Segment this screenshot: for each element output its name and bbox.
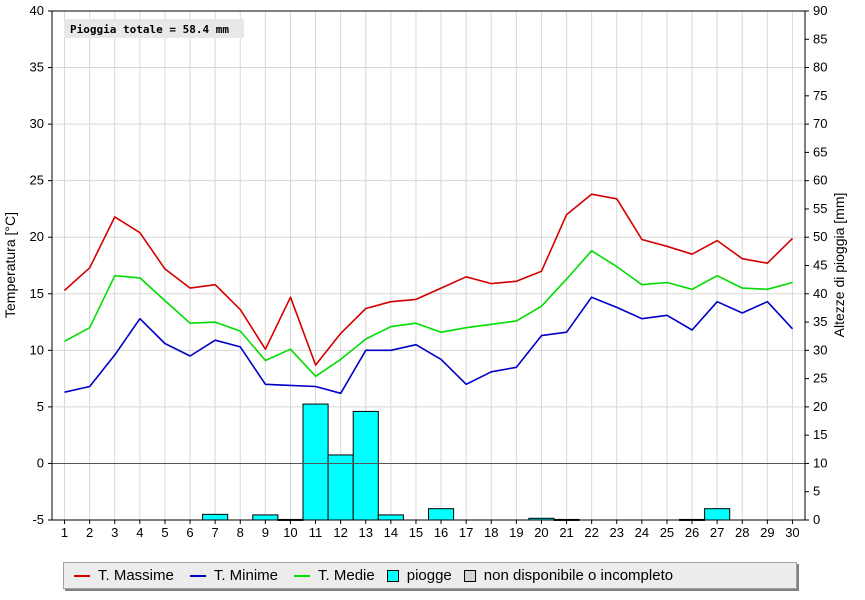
rain-bars bbox=[202, 403, 731, 521]
right-tick-label: 35 bbox=[813, 314, 827, 329]
left-tick-label: 30 bbox=[30, 116, 44, 131]
x-tick-label: 14 bbox=[384, 525, 398, 540]
left-tick-label: 25 bbox=[30, 173, 44, 188]
x-tick-label: 26 bbox=[685, 525, 699, 540]
x-tick-label: 29 bbox=[760, 525, 774, 540]
left-axis-ticks: -5 0 5 10 15 20 25 30 35 40 bbox=[30, 3, 52, 527]
legend-swatch-min bbox=[189, 574, 206, 577]
right-tick-label: 20 bbox=[813, 399, 827, 414]
x-tick-label: 27 bbox=[710, 525, 724, 540]
legend-item-min: T. Minime bbox=[174, 567, 278, 584]
x-tick-label: 9 bbox=[262, 525, 269, 540]
right-tick-label: 70 bbox=[813, 116, 827, 131]
x-tick-label: 2 bbox=[86, 525, 93, 540]
right-tick-label: 80 bbox=[813, 60, 827, 75]
left-tick-label: 40 bbox=[30, 3, 44, 18]
left-tick-label: 20 bbox=[30, 229, 44, 244]
x-tick-label: 10 bbox=[283, 525, 297, 540]
legend-item-max: T. Massime bbox=[64, 567, 174, 584]
series-line bbox=[64, 296, 794, 395]
right-tick-label: 5 bbox=[813, 484, 820, 499]
legend: T. Massime T. Minime T. Medie piogge non… bbox=[63, 562, 797, 589]
right-axis-title: Altezze di pioggia [mm] bbox=[831, 193, 847, 338]
left-tick-label: 10 bbox=[30, 342, 44, 357]
x-tick-label: 18 bbox=[484, 525, 498, 540]
legend-item-missing: non disponibile o incompleto bbox=[452, 567, 673, 584]
left-tick-label: -5 bbox=[32, 512, 44, 527]
x-tick-label: 30 bbox=[785, 525, 799, 540]
left-tick-label: 35 bbox=[30, 60, 44, 75]
x-tick-label: 4 bbox=[136, 525, 143, 540]
x-tick-label: 24 bbox=[635, 525, 649, 540]
x-tick-label: 16 bbox=[434, 525, 448, 540]
legend-label-max: T. Massime bbox=[98, 567, 174, 584]
x-tick-label: 22 bbox=[584, 525, 598, 540]
right-axis-ticks: 0 5 10 15 20 25 30 35 40 45 50 55 60 65 70 75 80 85 90 bbox=[805, 3, 827, 527]
legend-swatch-rain bbox=[386, 569, 399, 582]
x-tick-label: 6 bbox=[186, 525, 193, 540]
rain-bar bbox=[252, 514, 279, 521]
x-tick-label: 15 bbox=[409, 525, 423, 540]
x-tick-label: 7 bbox=[212, 525, 219, 540]
legend-label-rain: piogge bbox=[406, 567, 452, 584]
x-tick-label: 23 bbox=[610, 525, 624, 540]
x-tick-label: 11 bbox=[309, 525, 323, 540]
left-tick-label: 15 bbox=[30, 286, 44, 301]
temperature-lines bbox=[63, 193, 794, 395]
legend-swatch-missing bbox=[463, 569, 476, 582]
grid-lines bbox=[52, 10, 805, 521]
rain-bar bbox=[428, 508, 455, 521]
right-tick-label: 40 bbox=[813, 286, 827, 301]
right-tick-label: 60 bbox=[813, 173, 827, 188]
series-line bbox=[63, 193, 794, 366]
right-tick-label: 65 bbox=[813, 144, 827, 159]
right-tick-label: 30 bbox=[813, 342, 827, 357]
series-line bbox=[64, 250, 793, 378]
right-tick-label: 85 bbox=[813, 31, 827, 46]
rain-bar bbox=[352, 410, 379, 521]
right-tick-label: 50 bbox=[813, 229, 827, 244]
x-tick-label: 17 bbox=[459, 525, 473, 540]
x-tick-label: 5 bbox=[161, 525, 168, 540]
right-tick-label: 10 bbox=[813, 455, 827, 470]
legend-label-min: T. Minime bbox=[213, 567, 279, 584]
left-axis-title: Temperatura [°C] bbox=[2, 212, 18, 318]
x-tick-label: 28 bbox=[735, 525, 749, 540]
legend-item-rain: piogge bbox=[375, 567, 452, 584]
legend-swatch-mean bbox=[294, 574, 311, 577]
rain-total-label: Pioggia totale = 58.4 mm bbox=[70, 23, 229, 36]
legend-label-mean: T. Medie bbox=[318, 567, 375, 584]
legend-item-mean: T. Medie bbox=[278, 567, 375, 584]
x-tick-label: 21 bbox=[559, 525, 573, 540]
rain-bar bbox=[302, 403, 329, 521]
left-tick-label: 5 bbox=[37, 399, 44, 414]
rain-bar bbox=[202, 513, 229, 521]
x-tick-label: 8 bbox=[237, 525, 244, 540]
x-tick-label: 20 bbox=[534, 525, 548, 540]
right-tick-label: 75 bbox=[813, 88, 827, 103]
x-tick-label: 13 bbox=[359, 525, 373, 540]
right-tick-label: 15 bbox=[813, 427, 827, 442]
right-tick-label: 45 bbox=[813, 258, 827, 273]
right-tick-label: 55 bbox=[813, 201, 827, 216]
x-tick-label: 25 bbox=[660, 525, 674, 540]
rain-bar bbox=[377, 514, 404, 521]
x-tick-label: 3 bbox=[111, 525, 118, 540]
right-tick-label: 90 bbox=[813, 3, 827, 18]
x-tick-label: 19 bbox=[509, 525, 523, 540]
left-tick-label: 0 bbox=[37, 455, 44, 470]
legend-label-missing: non disponibile o incompleto bbox=[483, 567, 674, 584]
legend-swatch-max bbox=[74, 574, 90, 577]
rain-bar bbox=[327, 454, 354, 521]
right-tick-label: 0 bbox=[813, 512, 820, 527]
x-axis-ticks: 1 2 3 4 5 6 7 8 9 10 11 12 13 14 15 16 17 18 19 20 21 22 23 24 2… bbox=[61, 520, 800, 540]
rain-total-box: Pioggia totale = 58.4 mm bbox=[64, 19, 244, 38]
x-tick-label: 1 bbox=[61, 525, 68, 540]
rain-bar bbox=[704, 508, 731, 521]
x-tick-label: 12 bbox=[333, 525, 347, 540]
right-tick-label: 25 bbox=[813, 371, 827, 386]
